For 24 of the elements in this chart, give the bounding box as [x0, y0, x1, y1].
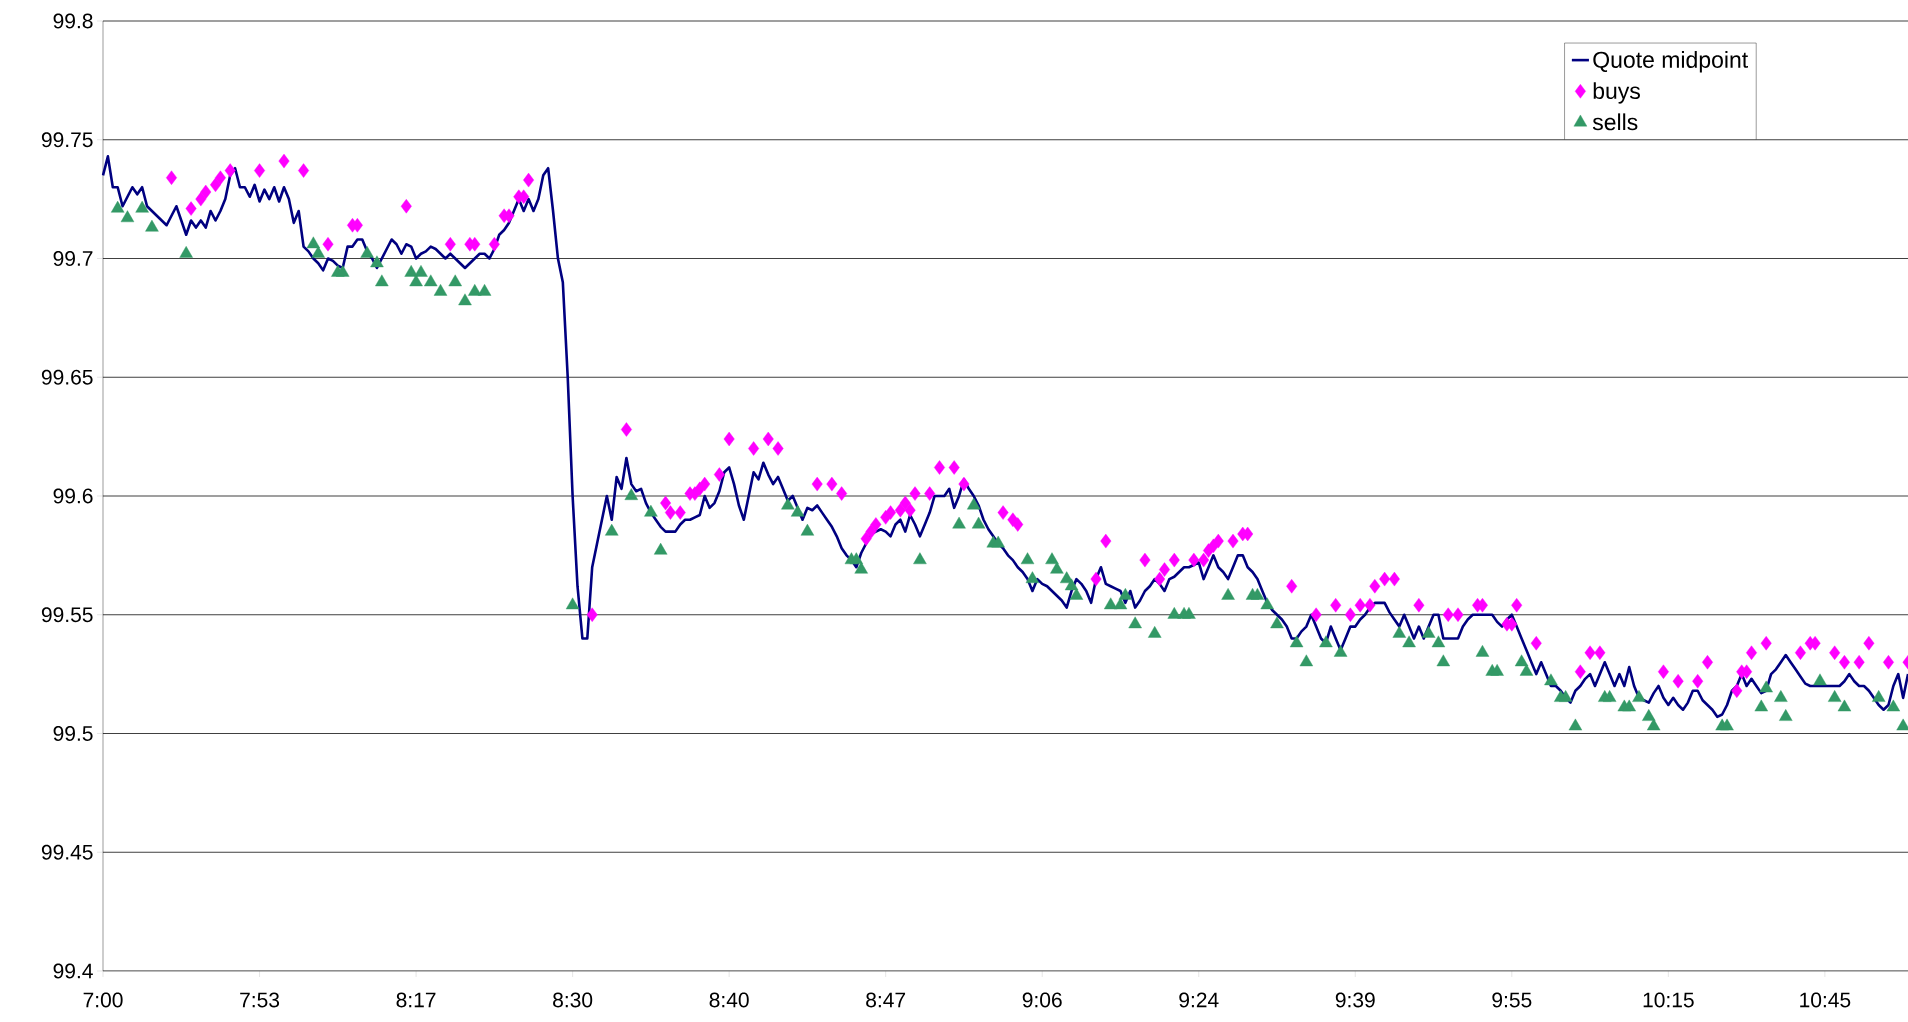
x-tick-label: 8:30 [553, 992, 593, 1008]
y-tick-label: 99.45 [41, 844, 93, 860]
y-tick-label: 99.65 [41, 369, 93, 385]
x-tick-label: 8:17 [396, 992, 436, 1008]
y-tick-label: 99.6 [53, 488, 93, 504]
x-tick-label: 10:15 [1643, 992, 1694, 1008]
x-tick-label: 7:53 [240, 992, 280, 1008]
y-tick-label: 99.8 [53, 13, 93, 29]
y-tick-label: 99.5 [53, 726, 93, 741]
legend-label: sells [1592, 113, 1638, 131]
y-tick-label: 99.7 [53, 251, 93, 266]
x-tick-label: 9:06 [1022, 992, 1062, 1008]
legend-label: Quote midpoint [1593, 51, 1748, 73]
x-tick-label: 10:45 [1800, 992, 1851, 1008]
x-tick-label: 9:55 [1492, 992, 1532, 1008]
y-tick-label: 99.75 [41, 132, 93, 148]
legend-label: buys [1593, 82, 1640, 104]
x-tick-label: 7:00 [83, 992, 123, 1008]
y-tick-label: 99.55 [41, 607, 93, 623]
x-tick-label: 8:40 [709, 992, 749, 1008]
x-tick-label: 8:47 [866, 992, 906, 1008]
y-tick-label: 99.4 [53, 963, 93, 979]
x-tick-label: 9:39 [1335, 992, 1375, 1008]
x-tick-label: 9:24 [1179, 992, 1219, 1008]
